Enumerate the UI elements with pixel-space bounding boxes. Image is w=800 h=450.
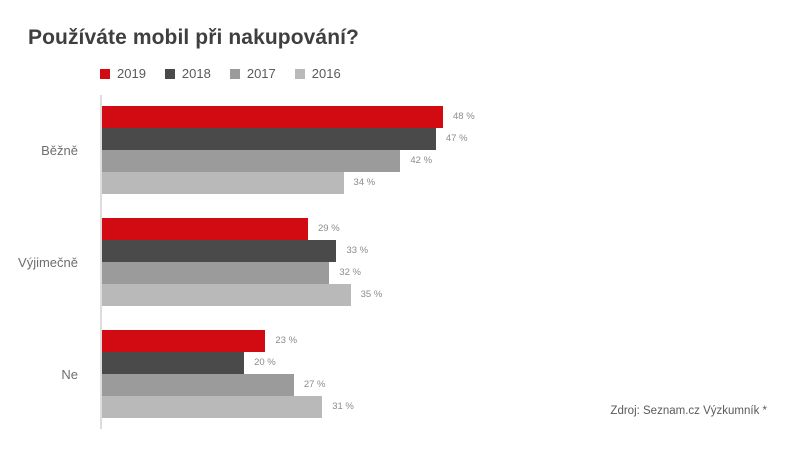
legend-swatch-icon	[229, 68, 240, 79]
value-label: 27 %	[303, 379, 326, 390]
bar-2017-Výjimečně	[102, 262, 330, 284]
bar-row: 27 %	[102, 374, 325, 396]
bar-2017-Ne	[102, 374, 294, 396]
bar-2018-Výjimečně	[102, 240, 337, 262]
bar-2018-Běžně	[102, 128, 436, 150]
bar-row: 34 %	[102, 172, 443, 194]
legend-item-2016: 2016	[294, 66, 341, 81]
value-label: 33 %	[346, 245, 369, 256]
bar-row: 23 %	[102, 330, 322, 352]
source-note: Zdroj: Seznam.cz Výzkumník *	[610, 405, 767, 417]
value-label: 35 %	[360, 289, 383, 300]
bar-row: 31 %	[102, 396, 354, 418]
legend-label: 2019	[117, 66, 146, 81]
category-label: Běžně	[41, 142, 78, 158]
legend-item-2019: 2019	[100, 66, 146, 81]
bar-2019-Ne	[102, 330, 266, 352]
legend-swatch-icon	[100, 68, 110, 79]
value-label: 23 %	[275, 335, 298, 346]
legend-swatch-icon	[164, 68, 175, 79]
bar-2016-Ne	[102, 396, 323, 418]
bar-2019-Běžně	[102, 106, 443, 128]
value-label: 29 %	[318, 223, 340, 234]
chart-title: Používáte mobil při nakupování?	[28, 26, 359, 49]
bar-2017-Běžně	[102, 150, 401, 172]
bar-row: 42 %	[102, 150, 443, 172]
value-label: 32 %	[339, 267, 361, 278]
bar-2019-Výjimečně	[102, 218, 309, 240]
bar-stack: 48 % 47 % 42 % 34 %	[102, 106, 475, 194]
legend-label: 2016	[311, 66, 341, 81]
bar-group-Ne: Ne 23 % 20 % 27 % 31 %	[0, 330, 800, 418]
bar-2018-Ne	[102, 352, 245, 374]
bar-row: 32 %	[102, 262, 361, 284]
category-label: Ne	[61, 366, 78, 382]
bar-row: 33 %	[102, 240, 368, 262]
value-label: 48 %	[453, 111, 475, 122]
legend-item-2018: 2018	[164, 66, 211, 81]
legend-label: 2017	[246, 66, 276, 81]
y-axis-line	[100, 95, 102, 429]
bar-stack: 23 % 20 % 27 % 31 %	[102, 330, 354, 418]
legend-swatch-icon	[294, 68, 305, 79]
value-label: 34 %	[353, 177, 376, 188]
bar-row: 20 %	[102, 352, 322, 374]
chart-legend: 2019 2018 2017 2016	[100, 66, 341, 81]
bar-group-Běžně: Běžně 48 % 47 % 42 % 34 %	[0, 106, 800, 194]
bar-stack: 29 % 33 % 32 % 35 %	[102, 218, 382, 306]
legend-label: 2018	[181, 66, 211, 81]
bar-groups: Běžně 48 % 47 % 42 % 34 % Výjimečně 29 % 33 % 32…	[0, 106, 800, 442]
value-label: 20 %	[254, 357, 276, 368]
bar-2016-Běžně	[102, 172, 344, 194]
bar-row: 48 %	[102, 106, 475, 128]
bar-2016-Výjimečně	[102, 284, 351, 306]
category-label: Výjimečně	[18, 254, 78, 270]
legend-item-2017: 2017	[229, 66, 276, 81]
bar-row: 47 %	[102, 128, 468, 150]
value-label: 31 %	[332, 401, 354, 412]
bar-row: 35 %	[102, 284, 382, 306]
bar-chart: Běžně 48 % 47 % 42 % 34 % Výjimečně 29 % 33 % 32…	[0, 95, 800, 435]
bar-group-Výjimečně: Výjimečně 29 % 33 % 32 % 35 %	[0, 218, 800, 306]
value-label: 47 %	[445, 133, 468, 144]
bar-row: 29 %	[102, 218, 351, 240]
value-label: 42 %	[410, 155, 433, 166]
